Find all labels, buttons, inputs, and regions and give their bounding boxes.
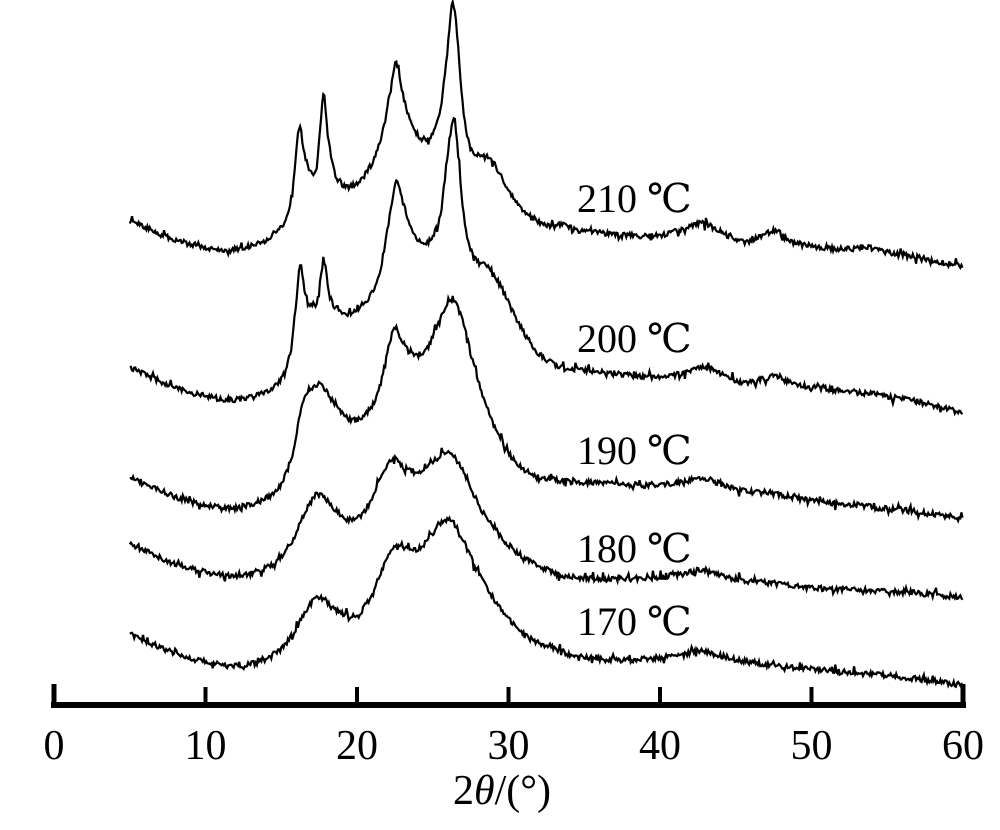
x-axis-tick-label-40: 40	[639, 723, 681, 769]
series-label-210C: 210 ℃	[577, 176, 692, 221]
xrd-curve-200C	[129, 116, 964, 417]
xrd-curve-170C	[129, 515, 964, 689]
xrd-curve-180C	[128, 447, 964, 602]
x-axis-title: 2θ/(°)	[453, 768, 551, 814]
x-axis-tick-10	[203, 687, 208, 703]
x-axis-tick-label-30: 30	[488, 723, 530, 769]
x-axis-tick-label-0: 0	[44, 723, 65, 769]
x-axis-line	[51, 702, 966, 708]
series-label-190C: 190 ℃	[577, 428, 692, 473]
x-axis-tick-label-10: 10	[185, 723, 227, 769]
series-label-170C: 170 ℃	[577, 599, 692, 644]
xrd-curve-190C	[129, 293, 964, 524]
xrd-curve-210C	[128, 0, 964, 271]
x-axis-tick-60	[960, 684, 966, 703]
x-axis-tick-label-60: 60	[942, 723, 984, 769]
x-axis-tick-30	[506, 687, 511, 703]
x-axis-tick-label-50: 50	[791, 723, 833, 769]
x-axis-tick-50	[809, 687, 814, 703]
series-label-180C: 180 ℃	[577, 526, 692, 571]
x-axis-tick-0	[51, 684, 57, 703]
x-axis-tick-40	[658, 687, 662, 703]
x-axis-tick-label-20: 20	[336, 723, 378, 769]
series-label-200C: 200 ℃	[577, 316, 692, 361]
x-axis-tick-20	[355, 687, 359, 703]
